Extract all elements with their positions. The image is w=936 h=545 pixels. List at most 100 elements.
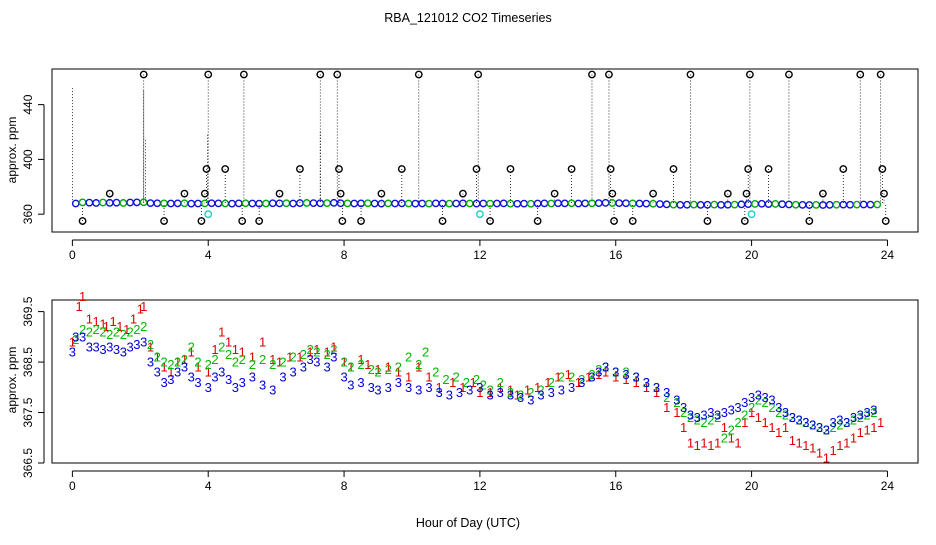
lower-series-1-point: 1 xyxy=(181,352,188,367)
upper-baseline-point xyxy=(296,199,304,207)
upper-outlier-point xyxy=(239,70,248,79)
lower-series-1-point: 1 xyxy=(174,355,181,370)
upper-baseline-point xyxy=(459,199,467,208)
lower-series-1-point: 1 xyxy=(748,405,755,420)
lower-series-2-point: 2 xyxy=(113,324,120,339)
upper-outlier-point xyxy=(669,165,678,173)
upper-baseline-point xyxy=(370,199,379,208)
upper-baseline-point xyxy=(472,199,481,208)
lower-series-1-point: 1 xyxy=(728,430,735,445)
upper-baseline-point xyxy=(187,199,196,208)
upper-baseline-point xyxy=(689,200,698,209)
upper-baseline-point xyxy=(852,200,861,209)
lower-series-3-point: 3 xyxy=(537,387,544,402)
upper-outlier-point xyxy=(723,189,732,198)
lower-series-1-point: 1 xyxy=(232,342,239,357)
lower-series-1-point: 1 xyxy=(734,435,741,450)
upper-baseline-point xyxy=(832,200,841,209)
upper-outlier-point xyxy=(608,189,617,198)
lower-series-2-point: 2 xyxy=(442,372,449,387)
lower-panel: approx. ppm 0 4 8 12 16 20 24366.5367.5368.536… xyxy=(5,289,919,493)
lower-series-3-point: 3 xyxy=(816,420,823,435)
lower-series-3-point: 3 xyxy=(120,344,127,359)
lower-series-1-point: 1 xyxy=(306,344,313,359)
lower-series-2-point: 2 xyxy=(259,352,266,367)
lower-series-1-point: 1 xyxy=(259,334,266,349)
upper-outlier-point xyxy=(628,217,637,225)
upper-baseline-point xyxy=(465,199,474,208)
lower-series-1-point: 1 xyxy=(486,385,493,400)
upper-outlier-point xyxy=(610,217,618,225)
lower-series-3-point: 3 xyxy=(721,405,728,420)
lower-series-1-point: 1 xyxy=(554,370,561,385)
lower-series-2-point: 2 xyxy=(422,344,429,359)
upper-baseline-point xyxy=(411,199,420,208)
lower-series-3-point: 3 xyxy=(259,377,266,392)
upper-baseline-point xyxy=(431,199,440,208)
lower-series-3-point: 3 xyxy=(823,423,830,438)
lower-series-1-point: 1 xyxy=(694,438,701,453)
lower-series-3-point: 3 xyxy=(279,370,286,385)
lower-series-1-point: 1 xyxy=(755,410,762,425)
upper-outlier-point xyxy=(588,70,596,79)
upper-baseline-point xyxy=(737,200,746,209)
lower-series-3-point: 3 xyxy=(714,408,721,423)
upper-baseline-point xyxy=(228,199,236,208)
upper-baseline-point xyxy=(126,198,135,207)
upper-baseline-point xyxy=(771,200,780,208)
upper-outlier-point xyxy=(742,189,751,198)
lower-series-1-point: 1 xyxy=(160,360,167,375)
lower-series-3-point: 3 xyxy=(768,392,775,407)
lower-series-1-point: 1 xyxy=(167,365,174,380)
lower-series-2-point: 2 xyxy=(558,370,565,385)
lower-series-1-point: 1 xyxy=(79,289,86,304)
lower-x-tick-label: 8 xyxy=(341,479,348,493)
upper-baseline-point xyxy=(764,200,773,208)
lower-series-2-point: 2 xyxy=(174,355,181,370)
upper-baseline-point xyxy=(404,199,413,208)
lower-series-2-point: 2 xyxy=(578,372,585,387)
lower-series-1-point: 1 xyxy=(269,352,276,367)
lower-series-1-point: 1 xyxy=(565,367,572,382)
lower-series-3-point: 3 xyxy=(194,375,201,390)
upper-outlier-point xyxy=(202,165,211,173)
lower-series-2-point: 2 xyxy=(86,324,93,339)
lower-series-2-point: 2 xyxy=(850,413,857,428)
upper-baseline-point xyxy=(581,199,590,208)
upper-x-tick-label: 16 xyxy=(609,248,623,262)
lower-series-3-point: 3 xyxy=(133,337,140,352)
lower-series-3-point: 3 xyxy=(174,365,181,380)
lower-series-1-point: 1 xyxy=(147,339,154,354)
lower-series-1-point: 1 xyxy=(347,360,354,375)
upper-baseline-point xyxy=(200,199,209,208)
lower-series-1-point: 1 xyxy=(385,360,392,375)
upper-outlier-point xyxy=(819,189,827,198)
lower-series-2-point: 2 xyxy=(72,332,79,347)
lower-series-3-point: 3 xyxy=(789,410,796,425)
lower-series-1-point: 1 xyxy=(225,334,232,349)
lower-series-3-point: 3 xyxy=(167,372,174,387)
lower-series-2-point: 2 xyxy=(160,355,167,370)
lower-series-2-point: 2 xyxy=(507,385,514,400)
upper-outlier-point xyxy=(238,217,247,225)
lower-series-1-point: 1 xyxy=(857,425,864,440)
upper-baseline-point xyxy=(214,199,223,208)
lower-series-2-point: 2 xyxy=(673,395,680,410)
lower-series-1-point: 1 xyxy=(768,420,775,435)
upper-baseline-point xyxy=(133,198,141,207)
upper-baseline-point xyxy=(560,199,569,208)
upper-outlier-point xyxy=(703,217,712,225)
lower-series-1-point: 1 xyxy=(188,344,195,359)
upper-baseline-point xyxy=(479,199,488,208)
upper-baseline-point xyxy=(112,198,121,207)
lower-series-2-point: 2 xyxy=(809,418,816,433)
lower-series-2-point: 2 xyxy=(357,357,364,372)
upper-baseline-point xyxy=(241,199,250,208)
lower-series-2-point: 2 xyxy=(211,352,218,367)
upper-y-tick-label: 400 xyxy=(21,149,35,169)
lower-series-1-point: 1 xyxy=(249,350,256,365)
lower-series-3-point: 3 xyxy=(99,342,106,357)
upper-outlier-point xyxy=(316,70,325,79)
lower-series-3-point: 3 xyxy=(775,400,782,415)
